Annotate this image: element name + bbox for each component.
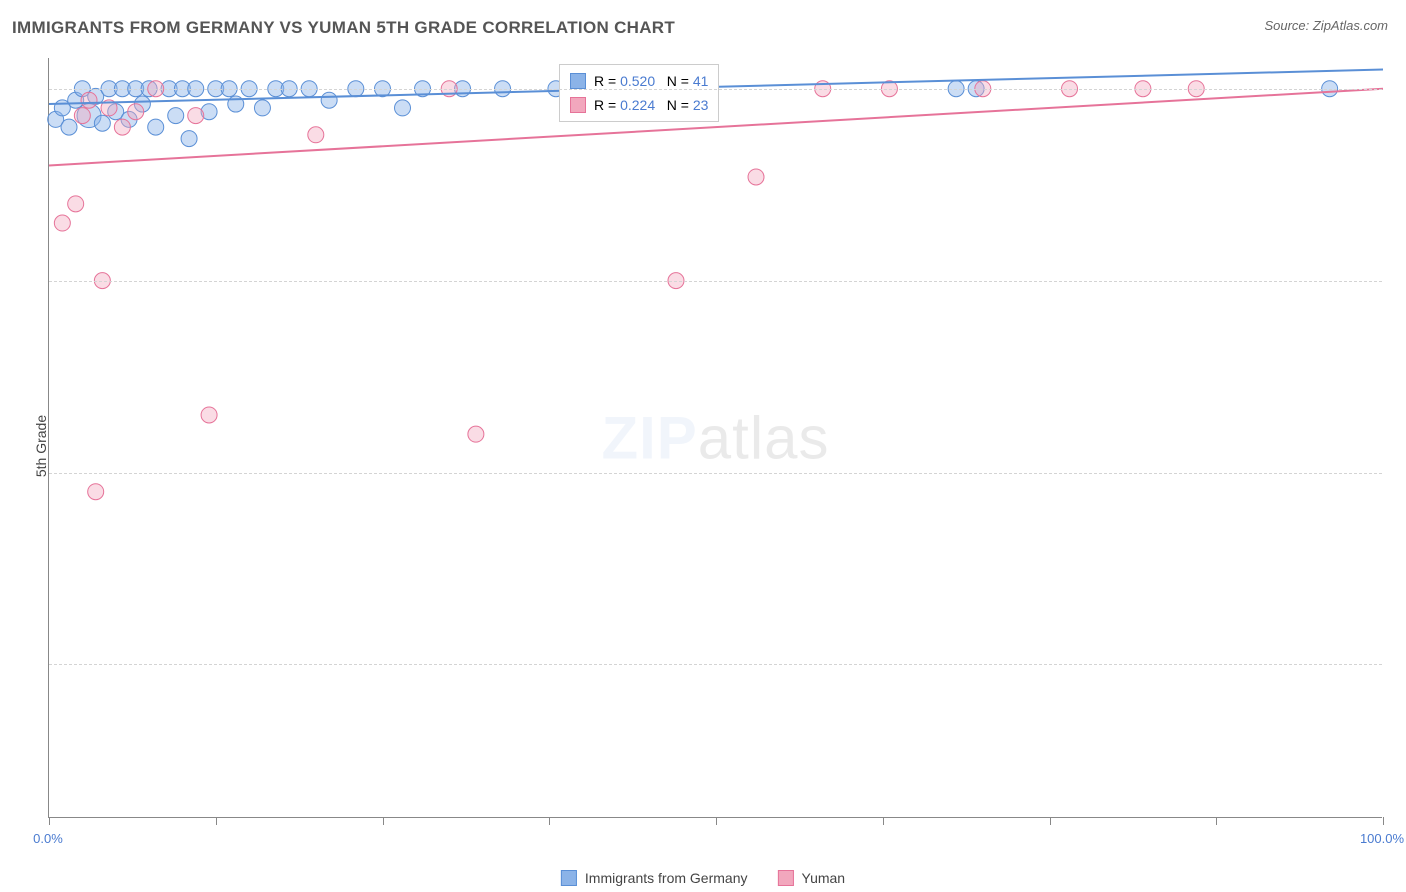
scatter-point: [188, 108, 204, 124]
gridline-horizontal: [49, 473, 1382, 474]
scatter-point: [395, 100, 411, 116]
legend-text: R = 0.520 N = 41: [594, 73, 708, 89]
scatter-point: [74, 108, 90, 124]
gridline-horizontal: [49, 664, 1382, 665]
scatter-point: [201, 407, 217, 423]
plot-svg: [49, 58, 1382, 817]
x-tick: [1216, 817, 1217, 825]
scatter-point: [54, 215, 70, 231]
legend-label: Immigrants from Germany: [585, 870, 748, 886]
chart-container: IMMIGRANTS FROM GERMANY VS YUMAN 5TH GRA…: [0, 0, 1406, 892]
scatter-point: [321, 92, 337, 108]
gridline-horizontal: [49, 281, 1382, 282]
legend-swatch: [570, 97, 586, 113]
bottom-legend-item: Immigrants from Germany: [561, 870, 748, 886]
scatter-point: [148, 119, 164, 135]
scatter-point: [88, 484, 104, 500]
x-tick: [1050, 817, 1051, 825]
legend-swatch: [778, 870, 794, 886]
x-tick: [1383, 817, 1384, 825]
gridline-horizontal: [49, 89, 1382, 90]
x-tick: [216, 817, 217, 825]
chart-title: IMMIGRANTS FROM GERMANY VS YUMAN 5TH GRA…: [12, 18, 675, 38]
x-tick-label: 100.0%: [1360, 831, 1404, 846]
legend-row: R = 0.224 N = 23: [570, 93, 708, 117]
scatter-point: [168, 108, 184, 124]
plot-area: ZIPatlas R = 0.520 N = 41R = 0.224 N = 2…: [48, 58, 1382, 818]
legend-swatch: [570, 73, 586, 89]
scatter-point: [94, 115, 110, 131]
scatter-point: [128, 104, 144, 120]
scatter-point: [68, 196, 84, 212]
legend-text: R = 0.224 N = 23: [594, 97, 708, 113]
legend-swatch: [561, 870, 577, 886]
correlation-legend: R = 0.520 N = 41 R = 0.224 N = 23: [559, 64, 719, 122]
y-axis-label: 5th Grade: [33, 415, 49, 477]
scatter-point: [61, 119, 77, 135]
bottom-legend-item: Yuman: [778, 870, 846, 886]
x-tick: [549, 817, 550, 825]
scatter-point: [748, 169, 764, 185]
x-tick: [49, 817, 50, 825]
scatter-point: [81, 92, 97, 108]
x-tick-label: 0.0%: [33, 831, 63, 846]
x-tick: [716, 817, 717, 825]
series-legend: Immigrants from Germany Yuman: [561, 870, 845, 886]
x-tick: [383, 817, 384, 825]
chart-source: Source: ZipAtlas.com: [1264, 18, 1388, 33]
x-tick: [883, 817, 884, 825]
legend-label: Yuman: [802, 870, 846, 886]
scatter-point: [114, 119, 130, 135]
scatter-point: [308, 127, 324, 143]
scatter-point: [181, 131, 197, 147]
scatter-point: [468, 426, 484, 442]
scatter-point: [254, 100, 270, 116]
